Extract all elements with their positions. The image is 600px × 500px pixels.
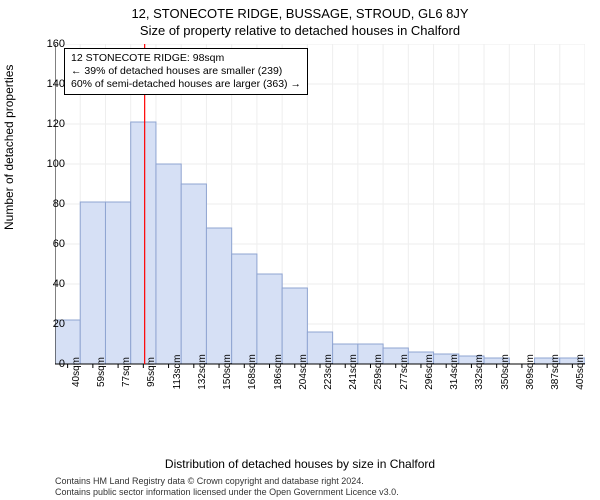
chart-subtitle: Size of property relative to detached ho… xyxy=(0,21,600,38)
y-tick: 80 xyxy=(35,198,65,210)
x-tick: 369sqm xyxy=(525,354,536,390)
x-tick: 259sqm xyxy=(373,354,384,390)
x-tick: 95sqm xyxy=(146,357,157,387)
y-tick: 40 xyxy=(35,278,65,290)
y-tick: 20 xyxy=(35,318,65,330)
footer-line-1: Contains HM Land Registry data © Crown c… xyxy=(55,476,399,487)
y-tick: 0 xyxy=(35,358,65,370)
x-tick: 223sqm xyxy=(323,354,334,390)
y-tick: 160 xyxy=(35,38,65,50)
x-tick: 168sqm xyxy=(247,354,258,390)
figure-container: 12, STONECOTE RIDGE, BUSSAGE, STROUD, GL… xyxy=(0,0,600,500)
y-tick: 60 xyxy=(35,238,65,250)
x-tick: 296sqm xyxy=(424,354,435,390)
info-line-2: ← 39% of detached houses are smaller (23… xyxy=(71,65,301,78)
x-tick: 204sqm xyxy=(298,354,309,390)
x-tick: 277sqm xyxy=(399,354,410,390)
footer-line-2: Contains public sector information licen… xyxy=(55,487,399,498)
page-title: 12, STONECOTE RIDGE, BUSSAGE, STROUD, GL… xyxy=(0,0,600,21)
x-tick: 387sqm xyxy=(550,354,561,390)
y-axis-label: Number of detached properties xyxy=(2,65,16,230)
info-line-3: 60% of semi-detached houses are larger (… xyxy=(71,78,301,91)
x-tick: 150sqm xyxy=(222,354,233,390)
x-tick: 59sqm xyxy=(96,357,107,387)
x-tick: 314sqm xyxy=(449,354,460,390)
info-line-1: 12 STONECOTE RIDGE: 98sqm xyxy=(71,52,301,65)
x-tick: 350sqm xyxy=(500,354,511,390)
x-tick: 132sqm xyxy=(197,354,208,390)
footer-attribution: Contains HM Land Registry data © Crown c… xyxy=(55,476,399,498)
x-tick: 77sqm xyxy=(121,357,132,387)
x-tick: 40sqm xyxy=(71,357,82,387)
x-tick: 241sqm xyxy=(348,354,359,390)
y-tick: 100 xyxy=(35,158,65,170)
y-tick: 120 xyxy=(35,118,65,130)
x-tick: 186sqm xyxy=(273,354,284,390)
x-tick: 332sqm xyxy=(474,354,485,390)
x-tick: 113sqm xyxy=(172,355,183,390)
y-tick: 140 xyxy=(35,78,65,90)
x-axis-label: Distribution of detached houses by size … xyxy=(0,457,600,471)
x-tick: 405sqm xyxy=(575,354,586,390)
info-callout: 12 STONECOTE RIDGE: 98sqm ← 39% of detac… xyxy=(64,48,308,95)
